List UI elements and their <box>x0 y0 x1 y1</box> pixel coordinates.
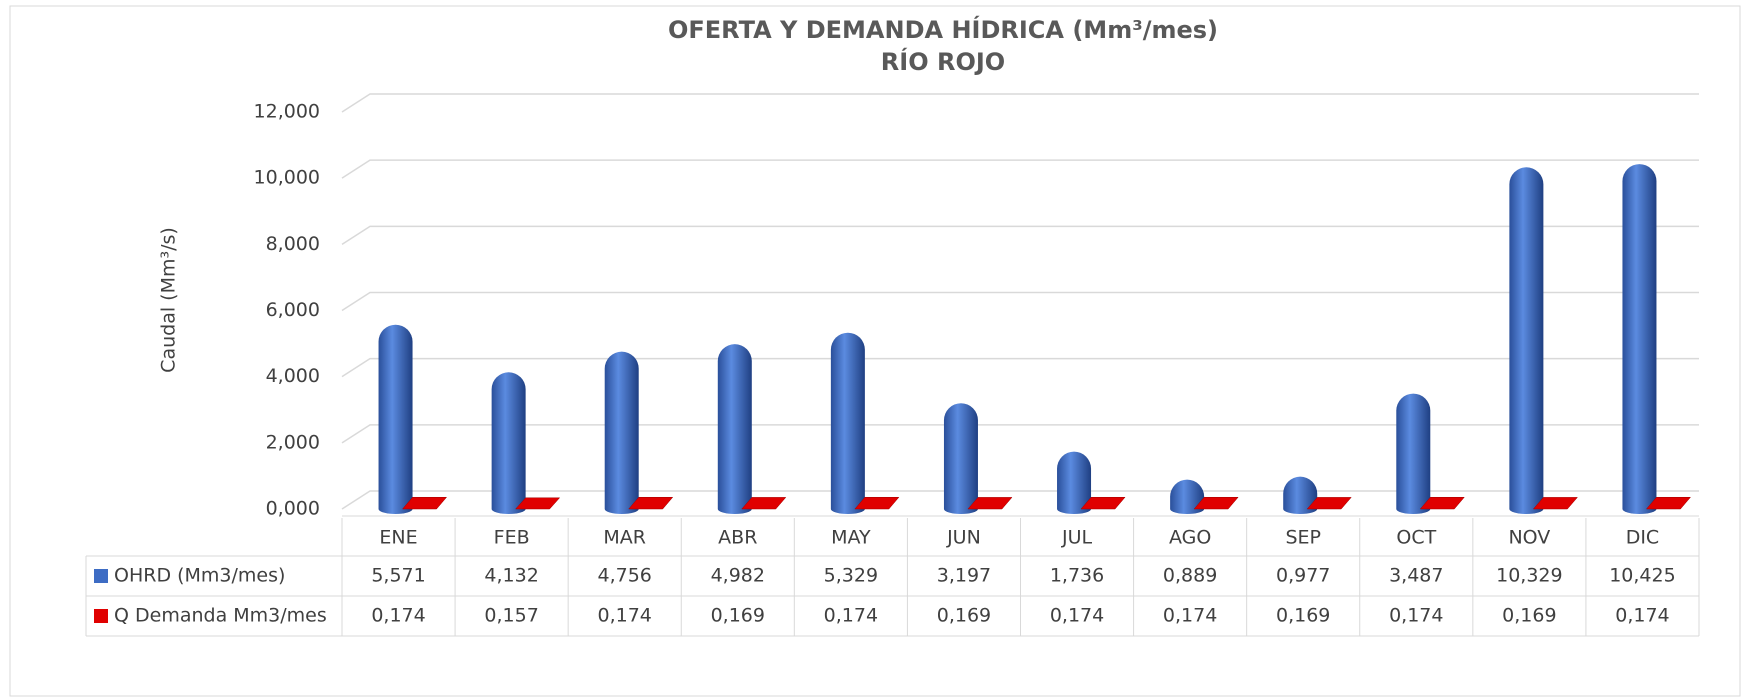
data-label: 0,174 <box>1050 605 1104 627</box>
legend-swatch <box>94 569 108 583</box>
bar <box>1622 164 1657 514</box>
chart-frame <box>9 5 1741 697</box>
x-tick-label: AGO <box>1169 527 1211 549</box>
x-tick-label: OCT <box>1396 527 1436 549</box>
bar <box>1396 393 1431 514</box>
grid-line <box>341 357 1699 378</box>
bar <box>1193 496 1239 510</box>
grid-line <box>341 93 1699 113</box>
data-label: 0,977 <box>1276 565 1330 587</box>
data-label: 0,169 <box>1502 605 1556 627</box>
x-tick-label: ENE <box>379 527 417 549</box>
bar <box>378 324 413 514</box>
y-tick-label: 8,000 <box>266 233 320 255</box>
legend-label: OHRD (Mm3/mes) <box>114 565 285 587</box>
data-label: 10,425 <box>1609 565 1675 587</box>
data-label: 4,756 <box>598 565 652 587</box>
data-label: 0,174 <box>371 605 425 627</box>
y-tick-label: 0,000 <box>266 498 320 520</box>
data-label: 4,982 <box>711 565 765 587</box>
x-tick-label: SEP <box>1285 527 1321 549</box>
chart-subtitle: RÍO ROJO <box>881 47 1005 76</box>
data-label: 3,487 <box>1389 565 1443 587</box>
bar <box>967 497 1013 510</box>
y-tick-label: 6,000 <box>266 299 320 321</box>
x-tick-label: JUN <box>946 527 981 549</box>
bar <box>515 497 561 510</box>
y-tick-label: 12,000 <box>254 101 320 123</box>
x-tick-label: MAY <box>831 527 871 549</box>
legend-swatch <box>94 609 108 623</box>
data-label: 5,329 <box>824 565 878 587</box>
data-label: 0,174 <box>1163 605 1217 627</box>
chart-title: OFERTA Y DEMANDA HÍDRICA (Mm³/mes) <box>668 15 1218 44</box>
y-tick-label: 2,000 <box>266 431 320 453</box>
data-label: 3,197 <box>937 565 991 587</box>
data-label: 0,169 <box>711 605 765 627</box>
bar <box>1509 167 1544 514</box>
bar <box>717 344 752 514</box>
x-tick-label: JUL <box>1061 527 1093 549</box>
y-tick-label: 4,000 <box>266 365 320 387</box>
data-label: 0,174 <box>824 605 878 627</box>
data-label: 0,174 <box>1389 605 1443 627</box>
legend-label: Q Demanda Mm3/mes <box>114 605 327 627</box>
bar <box>854 496 900 510</box>
bar <box>1645 496 1692 510</box>
bar <box>830 332 865 514</box>
data-label: 0,169 <box>1276 605 1330 627</box>
bar <box>491 372 526 514</box>
bar <box>1080 496 1126 510</box>
bar <box>628 496 674 510</box>
bar <box>741 497 787 510</box>
grid-line <box>341 159 1699 179</box>
data-label: 5,571 <box>371 565 425 587</box>
grid-line <box>341 424 1699 444</box>
x-tick-label: ABR <box>718 527 757 549</box>
bar <box>1419 496 1465 510</box>
data-label: 1,736 <box>1050 565 1104 587</box>
bar <box>402 496 448 510</box>
x-tick-label: DIC <box>1626 527 1660 549</box>
bar <box>943 403 978 514</box>
x-tick-label: NOV <box>1508 527 1550 549</box>
data-label: 0,889 <box>1163 565 1217 587</box>
x-tick-label: MAR <box>603 527 646 549</box>
y-axis-label: Caudal (Mm³/s) <box>158 227 180 373</box>
bar <box>1306 497 1352 510</box>
bar <box>1532 497 1578 510</box>
data-label: 0,157 <box>484 605 538 627</box>
data-label: 10,329 <box>1496 565 1562 587</box>
data-label: 0,174 <box>598 605 652 627</box>
x-tick-label: FEB <box>494 527 530 549</box>
data-label: 0,169 <box>937 605 991 627</box>
grid-line <box>341 291 1699 312</box>
bar <box>604 351 639 514</box>
bar <box>1057 451 1092 514</box>
bar <box>1170 479 1205 514</box>
grid-line <box>341 490 1699 510</box>
data-label: 4,132 <box>484 565 538 587</box>
data-label: 0,174 <box>1615 605 1669 627</box>
bar <box>1283 476 1318 514</box>
grid-line <box>341 225 1699 245</box>
y-tick-label: 10,000 <box>254 167 320 189</box>
